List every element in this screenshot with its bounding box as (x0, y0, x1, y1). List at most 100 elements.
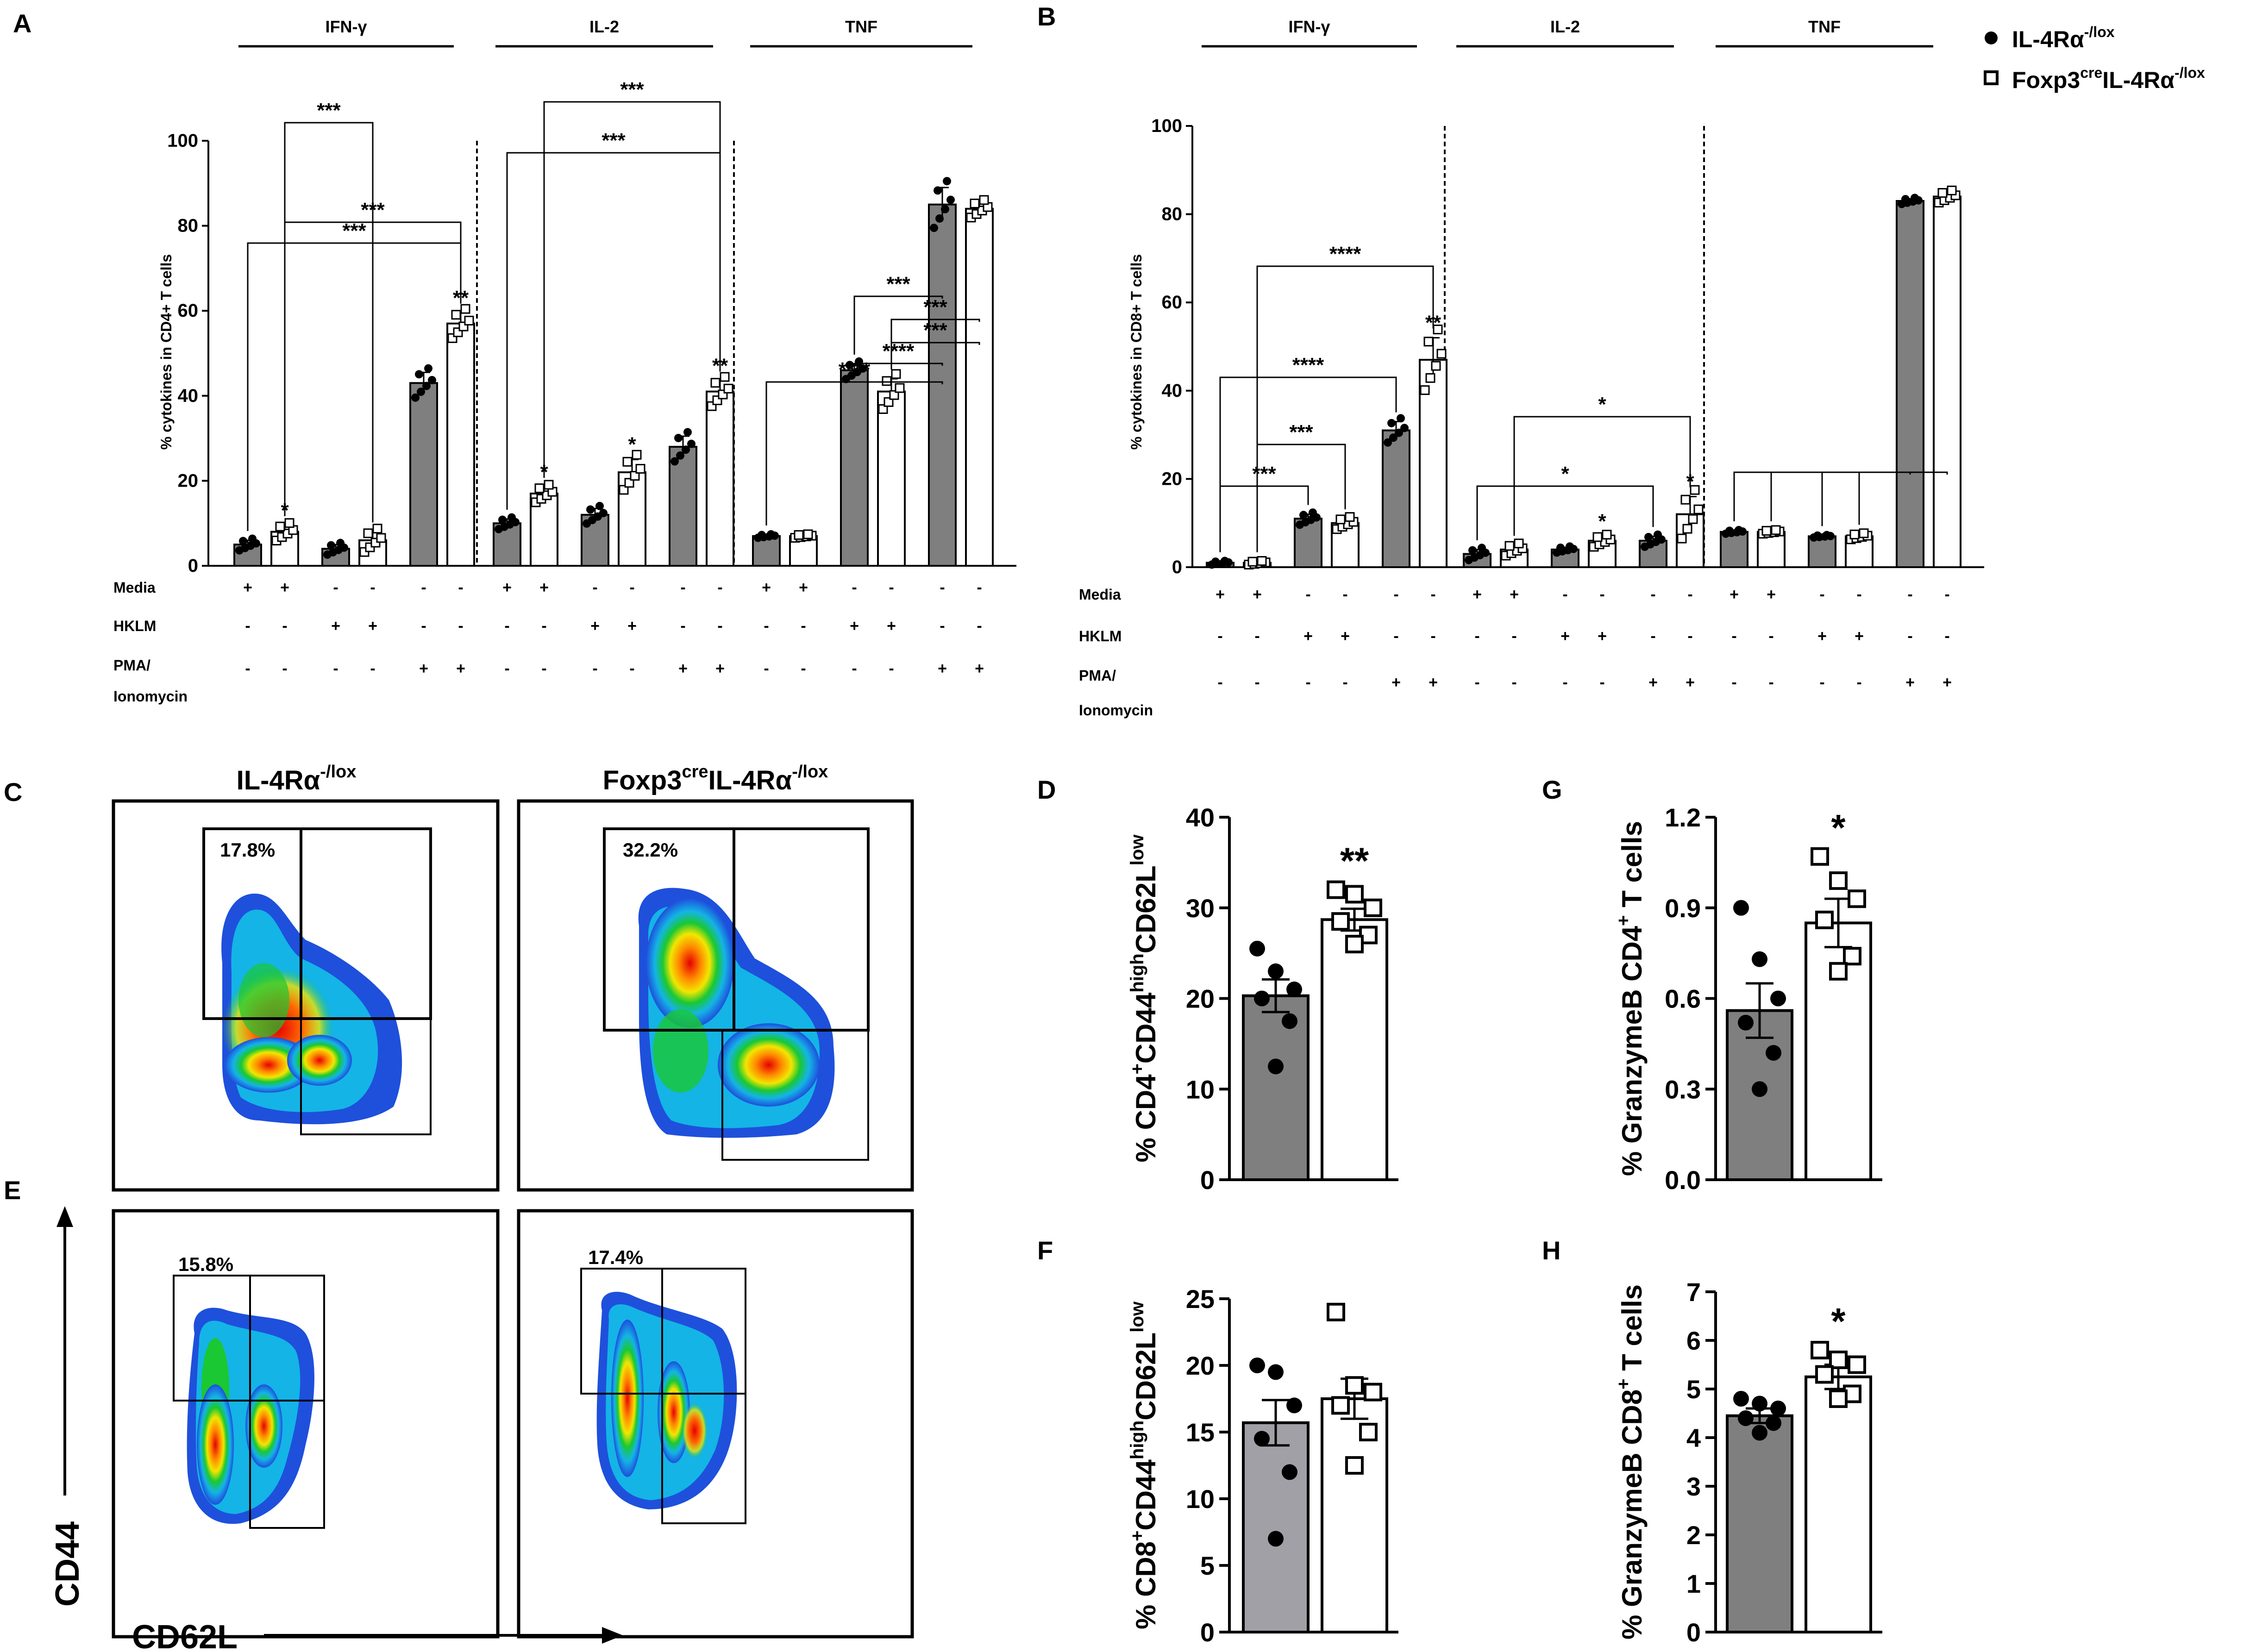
data-point (878, 404, 888, 414)
density-plot-right (596, 1292, 737, 1509)
significance-bracket (890, 319, 980, 370)
condition-sign: - (1511, 674, 1517, 691)
data-point (1395, 428, 1403, 437)
condition-sign: + (627, 617, 637, 635)
data-point (1331, 1396, 1350, 1415)
condition-sign: - (680, 617, 685, 635)
y-tick-label: 0 (1686, 1618, 1701, 1647)
condition-sign: + (539, 579, 549, 596)
data-point (758, 531, 766, 539)
significance-bracket (1513, 416, 1691, 536)
significance-bracket (284, 122, 374, 523)
data-point (943, 177, 951, 186)
condition-sign: + (678, 660, 688, 677)
data-point (1345, 512, 1355, 522)
y-tick-label: 60 (1162, 292, 1183, 313)
condition-sign: - (282, 660, 287, 677)
data-point (1725, 526, 1734, 535)
y-tick-label: 80 (178, 216, 199, 236)
y-tick-label: 0.9 (1665, 894, 1701, 923)
data-point (1829, 1389, 1848, 1408)
gate-quadrants-right (580, 1268, 746, 1524)
y-axis-label-sup: + (1613, 1378, 1634, 1389)
condition-sign: + (1510, 586, 1519, 603)
data-point (363, 528, 373, 538)
data-point (895, 383, 905, 393)
condition-sign: - (1305, 674, 1310, 691)
y-tick-label: 0.6 (1665, 984, 1701, 1014)
data-point (599, 509, 608, 518)
gate-percent: 15.8% (178, 1253, 233, 1275)
panel-letter-a: A (13, 9, 31, 38)
gate-quadrants-right (603, 827, 870, 1161)
data-point (1384, 438, 1392, 447)
condition-sign: - (977, 617, 982, 635)
gate-percent: 32.2% (623, 839, 678, 861)
condition-sign: - (592, 660, 597, 677)
bar (1808, 535, 1836, 569)
condition-sign: - (282, 617, 287, 635)
y-tick-label: 5 (1686, 1375, 1701, 1404)
data-point (1247, 557, 1258, 567)
data-point (1268, 1364, 1284, 1380)
chart-panel-h: 0 1 2 3 4 5 6 7 % GranzymeB CD8+ T cells * (1613, 1277, 1882, 1647)
data-point (586, 505, 595, 514)
condition-sign: - (1511, 627, 1517, 645)
bar (877, 390, 906, 567)
data-point (1433, 325, 1443, 335)
significance-mark: * (1598, 510, 1606, 532)
y-axis-label-part: % GranzymeB CD8 (1617, 1389, 1648, 1639)
data-point (682, 445, 690, 454)
y-tick-label: 100 (167, 131, 198, 151)
data-point (1602, 530, 1612, 540)
data-point (1423, 337, 1434, 347)
condition-sign: + (590, 617, 600, 635)
data-point (460, 304, 470, 314)
bracket-label: * (1561, 463, 1569, 485)
y-tick-label: 10 (1186, 1484, 1215, 1514)
data-point (882, 376, 892, 386)
data-point (544, 480, 554, 490)
bracket-label: *** (620, 78, 644, 101)
y-axis-label-sup: low (1127, 1301, 1147, 1333)
data-point (1813, 531, 1822, 540)
condition-sign: - (1254, 674, 1260, 691)
bracket-label: **** (839, 358, 871, 381)
y-axis-label: % GranzymeB CD4+ T cells (1613, 821, 1648, 1176)
panel-letter-c: C (4, 777, 22, 807)
data-point (1766, 1415, 1781, 1431)
bracket-label: * (1598, 393, 1606, 416)
data-point (1735, 526, 1743, 534)
y-axis-label-part: % CD4 (1130, 1074, 1161, 1163)
data-point (372, 524, 382, 534)
condition-sign: - (717, 617, 722, 635)
condition-sign: - (889, 660, 894, 677)
bracket-label: *** (923, 319, 947, 342)
data-point (1811, 1341, 1829, 1359)
condition-sign: + (850, 617, 859, 635)
data-point (248, 534, 257, 543)
data-point (1211, 557, 1220, 566)
data-point (1254, 990, 1270, 1007)
data-point (624, 478, 634, 488)
data-point (1738, 1410, 1754, 1426)
significance-bracket (1256, 265, 1434, 552)
group-header-label: TNF (845, 17, 877, 36)
data-point (411, 393, 420, 402)
significance-mark: * (1831, 1301, 1846, 1342)
data-point (415, 370, 423, 379)
data-point (683, 428, 692, 437)
data-point (941, 205, 949, 213)
data-point (1345, 1456, 1364, 1475)
condition-sign: + (1429, 674, 1438, 691)
cd44-axis-arrowhead (56, 1206, 73, 1227)
y-tick-label: 40 (1186, 803, 1215, 832)
condition-sign: - (717, 579, 722, 596)
data-point (1592, 532, 1603, 542)
panel-letter-f: F (1037, 1236, 1053, 1265)
data-point (1693, 504, 1704, 514)
condition-sign: - (764, 617, 769, 635)
y-tick-label: 15 (1186, 1418, 1215, 1447)
data-point (1829, 1351, 1848, 1369)
